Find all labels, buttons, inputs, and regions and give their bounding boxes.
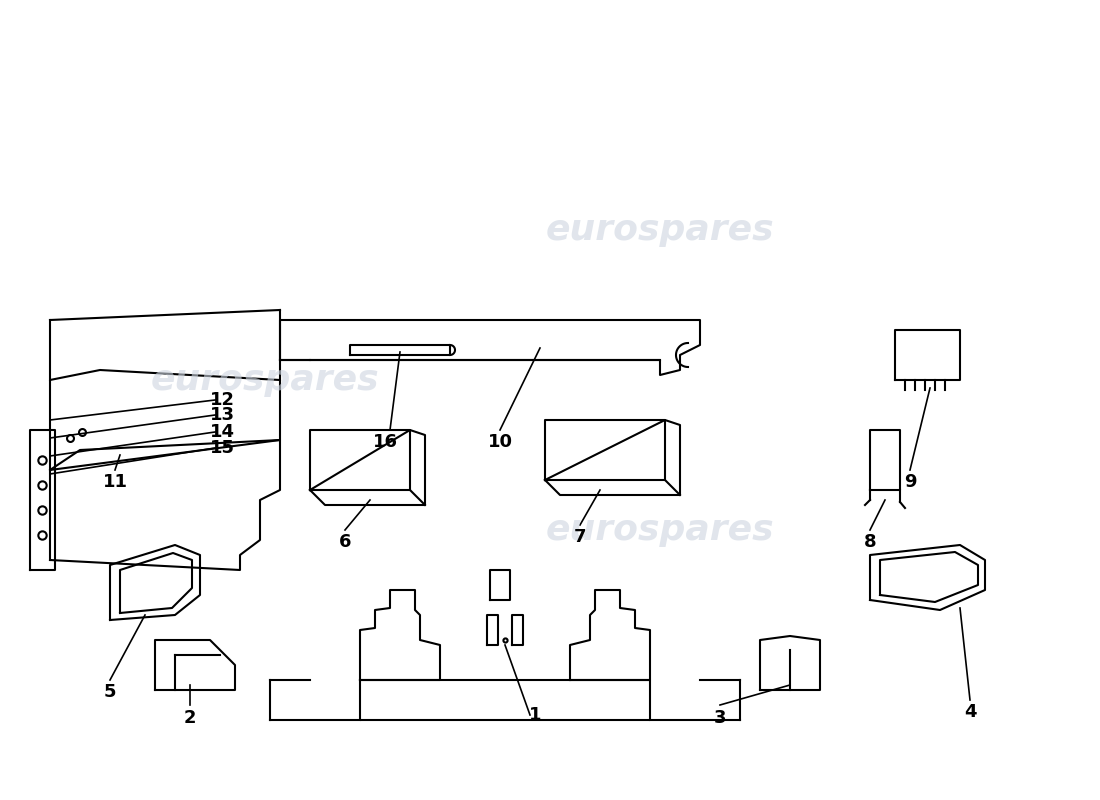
Text: 8: 8: [864, 533, 877, 551]
Text: 5: 5: [103, 683, 117, 701]
Text: 13: 13: [209, 406, 234, 424]
Text: eurospares: eurospares: [546, 213, 774, 247]
Text: eurospares: eurospares: [546, 513, 774, 547]
Text: 2: 2: [184, 709, 196, 727]
Text: 9: 9: [904, 473, 916, 491]
Text: 15: 15: [209, 439, 234, 457]
Text: 6: 6: [339, 533, 351, 551]
Text: eurospares: eurospares: [151, 363, 380, 397]
Text: 12: 12: [209, 391, 234, 409]
Text: 3: 3: [714, 709, 726, 727]
Text: 7: 7: [574, 528, 586, 546]
Text: 10: 10: [487, 433, 513, 451]
Text: 11: 11: [102, 473, 128, 491]
Text: 16: 16: [373, 433, 397, 451]
Text: 14: 14: [209, 423, 234, 441]
Text: 4: 4: [964, 703, 977, 721]
Text: 1: 1: [529, 706, 541, 724]
